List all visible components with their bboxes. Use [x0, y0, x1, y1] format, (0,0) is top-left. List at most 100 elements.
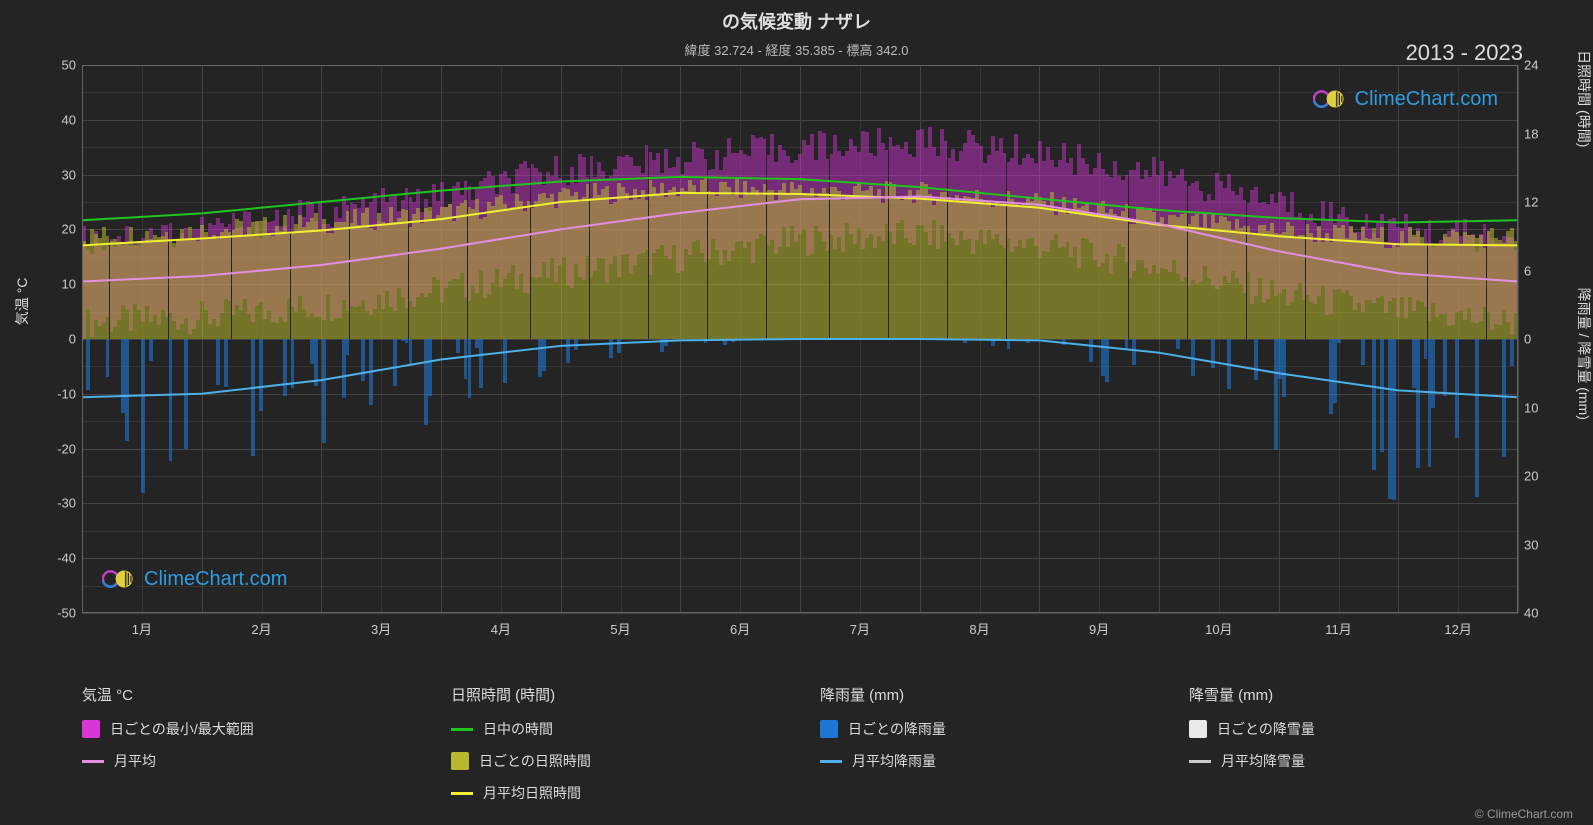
rain-daily-bar	[259, 339, 263, 411]
rain-daily-bar	[169, 339, 173, 461]
rain-daily-bar	[1333, 339, 1337, 403]
chart-plot-area: -50-40-30-20-100102030405006121824102030…	[82, 65, 1518, 613]
y-tick-left: -30	[57, 496, 82, 511]
rain-daily-bar	[216, 339, 220, 385]
legend-item: 日中の時間	[451, 719, 780, 739]
rain-daily-bar	[86, 339, 90, 390]
rain-daily-bar	[1089, 339, 1093, 362]
rain-daily-bar	[723, 339, 727, 345]
legend-swatch	[82, 720, 100, 738]
rain-daily-bar	[991, 339, 995, 346]
rain-daily-bar	[1007, 339, 1011, 349]
rain-daily-bar	[1227, 339, 1231, 389]
x-tick-month: 7月	[850, 613, 870, 638]
rain-daily-bar	[574, 339, 578, 350]
rain-daily-bar	[1191, 339, 1195, 376]
rain-daily-bar	[1431, 339, 1435, 408]
rain-daily-bar	[664, 339, 668, 346]
x-tick-month: 10月	[1205, 613, 1232, 638]
year-range-label: 2013 - 2023	[1406, 40, 1523, 66]
y-tick-right-bottom: 20	[1518, 469, 1538, 484]
legend-header: 日照時間 (時間)	[451, 684, 780, 705]
y-tick-left: 30	[62, 167, 82, 182]
watermark-text: ClimeChart.com	[1355, 88, 1498, 111]
y-tick-right-top: 24	[1518, 58, 1538, 73]
y-tick-right-bottom: 40	[1518, 606, 1538, 621]
legend-label: 月平均降雨量	[852, 751, 936, 771]
x-tick-month: 6月	[730, 613, 750, 638]
y-tick-right-top: 0	[1518, 332, 1531, 347]
legend-group: 降雨量 (mm) 日ごとの降雨量月平均降雨量	[820, 684, 1149, 815]
legend-label: 月平均	[114, 751, 156, 771]
rain-daily-bar	[1105, 339, 1109, 382]
y-tick-right-top: 12	[1518, 195, 1538, 210]
sunshine-daily-bar	[1514, 241, 1518, 339]
legend-label: 月平均降雪量	[1221, 751, 1305, 771]
y-tick-right-top: 18	[1518, 126, 1538, 141]
rain-daily-bar	[479, 339, 483, 388]
y-axis-right-bottom-label: 降雨量 / 降雪量 (mm)	[1574, 288, 1593, 420]
rain-daily-bar	[141, 339, 145, 493]
gridline-v	[1518, 65, 1519, 613]
rain-daily-bar	[1337, 339, 1341, 343]
rain-daily-bar	[149, 339, 153, 361]
legend-label: 日ごとの降雨量	[848, 719, 946, 739]
rain-daily-bar	[468, 339, 472, 398]
legend-label: 月平均日照時間	[483, 783, 581, 803]
rain-daily-bar	[1132, 339, 1136, 365]
rain-daily-bar	[314, 339, 318, 386]
legend-swatch	[451, 752, 469, 770]
rain-daily-bar	[1475, 339, 1479, 497]
rain-daily-bar	[346, 339, 350, 355]
legend-header: 降雨量 (mm)	[820, 684, 1149, 705]
chart-legend: 気温 °C 日ごとの最小/最大範囲月平均 日照時間 (時間) 日中の時間日ごとの日照時…	[82, 684, 1518, 815]
legend-item: 日ごとの日照時間	[451, 751, 780, 771]
rain-daily-bar	[224, 339, 228, 387]
rain-daily-bar	[1416, 339, 1420, 468]
legend-item: 月平均日照時間	[451, 783, 780, 803]
rain-daily-bar	[1502, 339, 1506, 457]
daily-bars-layer	[82, 65, 1518, 613]
legend-header: 気温 °C	[82, 684, 411, 705]
climechart-logo-icon	[1313, 87, 1347, 111]
y-tick-left: -40	[57, 551, 82, 566]
rain-daily-bar	[1510, 339, 1514, 366]
legend-item: 月平均降雪量	[1189, 751, 1518, 771]
rain-daily-bar	[609, 339, 613, 358]
y-tick-right-bottom: 30	[1518, 537, 1538, 552]
rain-daily-bar	[1392, 339, 1396, 500]
legend-swatch	[1189, 760, 1211, 763]
rain-daily-bar	[125, 339, 129, 441]
rain-daily-bar	[428, 339, 432, 396]
legend-label: 日ごとの最小/最大範囲	[110, 719, 254, 739]
rain-daily-bar	[369, 339, 373, 405]
x-tick-month: 2月	[251, 613, 271, 638]
y-tick-left: 40	[62, 112, 82, 127]
rain-daily-bar	[1026, 339, 1030, 343]
rain-daily-bar	[1176, 339, 1180, 349]
rain-daily-bar	[1282, 339, 1286, 397]
y-tick-left: 20	[62, 222, 82, 237]
legend-label: 日中の時間	[483, 719, 553, 739]
rain-daily-bar	[1254, 339, 1258, 380]
rain-daily-bar	[1125, 339, 1129, 349]
rain-daily-bar	[704, 339, 708, 343]
rain-daily-bar	[361, 339, 365, 381]
rain-daily-bar	[106, 339, 110, 377]
rain-daily-bar	[1380, 339, 1384, 452]
x-tick-month: 9月	[1089, 613, 1109, 638]
chart-title: の気候変動 ナザレ	[0, 0, 1593, 34]
legend-item: 月平均	[82, 751, 411, 771]
y-tick-left: -50	[57, 606, 82, 621]
x-tick-month: 11月	[1325, 613, 1352, 638]
x-tick-month: 1月	[132, 613, 152, 638]
legend-label: 日ごとの日照時間	[479, 751, 591, 771]
chart-subtitle: 緯度 32.724 - 経度 35.385 - 標高 342.0	[0, 34, 1593, 59]
legend-item: 日ごとの最小/最大範囲	[82, 719, 411, 739]
x-tick-month: 4月	[491, 613, 511, 638]
y-tick-left: 50	[62, 58, 82, 73]
y-axis-right-top-label: 日照時間 (時間)	[1574, 50, 1593, 147]
rain-daily-bar	[184, 339, 188, 449]
y-tick-left: -20	[57, 441, 82, 456]
rain-daily-bar	[409, 339, 413, 366]
